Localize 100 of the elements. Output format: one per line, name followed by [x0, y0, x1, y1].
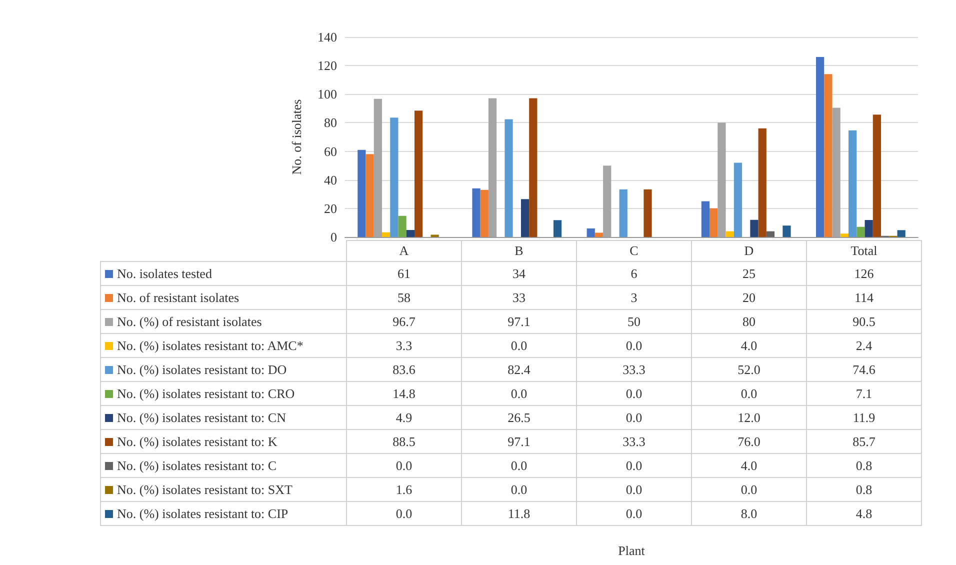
y-tick-label: 40: [324, 172, 337, 188]
bar: [824, 74, 832, 237]
data-label: 0.0: [576, 334, 692, 358]
data-label: 83.6: [346, 358, 462, 382]
data-label: 4.8: [806, 502, 922, 526]
data-label: 96.7: [346, 310, 462, 334]
data-label: 4.0: [692, 454, 806, 478]
bar: [750, 220, 758, 237]
y-tick-label: 100: [318, 86, 337, 102]
legend-label: No. (%) isolates resistant to: K: [100, 430, 346, 454]
y-tick-label: 120: [318, 58, 337, 74]
data-label: 0.0: [462, 478, 576, 502]
legend-label: No. (%) isolates resistant to: CRO: [100, 382, 346, 406]
data-label: 126: [806, 262, 922, 286]
data-label: 11.8: [462, 502, 576, 526]
data-label: 97.1: [462, 430, 576, 454]
data-label: 4.0: [692, 334, 806, 358]
data-label: 80: [692, 310, 806, 334]
data-label: 76.0: [692, 430, 806, 454]
bar: [872, 114, 882, 237]
x-tick-label: B: [462, 240, 576, 262]
data-label: 11.9: [806, 406, 922, 430]
data-label: 33.3: [576, 430, 692, 454]
bar: [816, 57, 824, 237]
bar: [504, 119, 513, 237]
bar: [366, 154, 374, 237]
bar: [644, 189, 652, 237]
data-label: 0.0: [462, 334, 576, 358]
y-tick-label: 60: [324, 144, 337, 159]
bar: [782, 226, 791, 237]
bar: [864, 220, 873, 237]
bar: [358, 150, 366, 237]
x-tick-label: A: [346, 240, 462, 262]
data-label: 3.3: [346, 334, 462, 358]
bar: [414, 110, 423, 237]
legend-label: No. (%) of resistant isolates: [100, 310, 346, 334]
legend-label: No. (%) isolates resistant to: C: [100, 454, 346, 478]
bar: [553, 220, 562, 237]
bar: [758, 128, 766, 237]
bar: [710, 208, 718, 237]
data-label: 0.0: [692, 382, 806, 406]
data-label: 90.5: [806, 310, 922, 334]
data-label: 61: [346, 262, 462, 286]
data-label: 0.0: [346, 502, 462, 526]
legend-label: No. (%) isolates resistant to: CN: [100, 406, 346, 430]
bar: [897, 230, 906, 237]
legend-label: No. of resistant isolates: [100, 286, 346, 310]
data-label: 52.0: [692, 358, 806, 382]
data-label: 0.0: [576, 406, 692, 430]
data-label: 20: [692, 286, 806, 310]
data-label: 50: [576, 310, 692, 334]
x-tick-label: D: [692, 240, 806, 262]
legend-label: No. (%) isolates resistant to: AMC*: [100, 334, 346, 358]
data-label: 0.0: [346, 454, 462, 478]
data-label: 1.6: [346, 478, 462, 502]
legend-label: No. isolates tested: [100, 262, 346, 286]
bar: [594, 232, 604, 237]
data-label: 114: [806, 286, 922, 310]
bar: [398, 216, 406, 237]
data-label: 0.0: [462, 454, 576, 478]
x-tick-label: Total: [806, 240, 922, 262]
data-label: 26.5: [462, 406, 576, 430]
data-label: 97.1: [462, 310, 576, 334]
legend-label: No. (%) isolates resistant to: SXT: [100, 478, 346, 502]
data-label: 0.8: [806, 454, 922, 478]
data-label: 0.0: [576, 502, 692, 526]
bar: [840, 234, 849, 237]
y-axis-title: No. of isolates: [289, 99, 304, 175]
data-label: 82.4: [462, 358, 576, 382]
data-label: 3: [576, 286, 692, 310]
y-tick-label: 140: [318, 30, 337, 44]
bar: [382, 232, 390, 237]
bar: [520, 199, 530, 237]
bar: [701, 201, 710, 237]
data-label: 2.4: [806, 334, 922, 358]
bar: [406, 230, 414, 237]
data-label: 33: [462, 286, 576, 310]
data-label: 0.0: [576, 478, 692, 502]
bar: [586, 228, 595, 237]
bar: [848, 130, 857, 237]
y-tick-label: 0: [330, 230, 337, 244]
data-label: 14.8: [346, 382, 462, 406]
data-label: 12.0: [692, 406, 806, 430]
bar: [619, 189, 628, 237]
data-label: 0.0: [692, 478, 806, 502]
bar: [766, 231, 775, 237]
text: Plant: [617, 543, 646, 559]
legend-label: No. (%) isolates resistant to: DO: [100, 358, 346, 382]
data-label: 8.0: [692, 502, 806, 526]
x-tick-label: C: [576, 240, 692, 262]
data-label: 25: [692, 262, 806, 286]
bar: [726, 231, 734, 237]
legend-label: No. (%) isolates resistant to: CIP: [100, 502, 346, 526]
data-label: 0.0: [462, 382, 576, 406]
bar: [480, 190, 488, 237]
y-tick-label: 80: [324, 115, 337, 130]
bar: [529, 98, 538, 237]
bar: [390, 118, 398, 237]
data-label: 4.9: [346, 406, 462, 430]
bar: [856, 226, 865, 237]
